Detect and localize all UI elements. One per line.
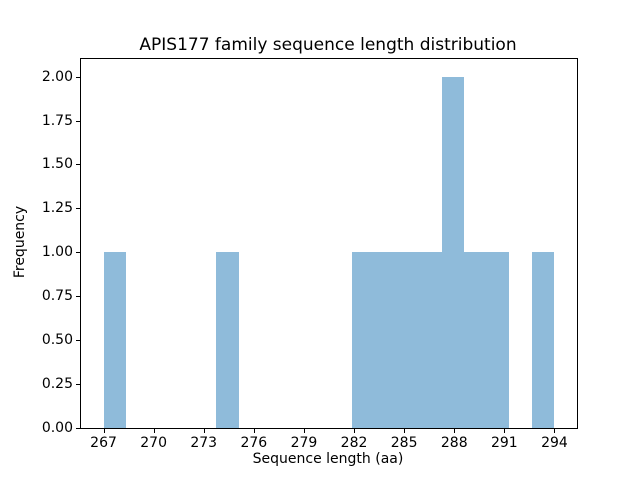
y-tick-mark (76, 76, 80, 78)
y-tick-mark (76, 164, 80, 166)
y-tick-mark (76, 428, 80, 429)
x-axis-label: Sequence length (aa) (252, 451, 404, 467)
x-tick-mark (253, 429, 255, 433)
x-tick-label: 270 (140, 435, 168, 451)
y-tick-label: 0.25 (41, 376, 73, 393)
y-tick-label: 0.75 (41, 288, 73, 305)
histogram-bar (103, 252, 127, 428)
y-tick-label: 1.75 (41, 112, 73, 129)
x-tick-mark (303, 429, 305, 433)
y-axis-label: Frequency (12, 205, 28, 279)
histogram-bar (396, 252, 420, 428)
x-tick-label: 288 (440, 435, 468, 451)
histogram-bar (531, 252, 555, 428)
y-tick-label: 0.00 (41, 420, 73, 436)
y-tick-label: 1.00 (41, 244, 73, 261)
x-tick-mark (504, 429, 506, 433)
x-tick-mark (203, 429, 205, 433)
y-tick-label: 1.25 (41, 200, 73, 217)
x-tick-mark (354, 429, 356, 433)
histogram-bar (441, 76, 465, 428)
histogram-bar (464, 252, 487, 428)
y-tick-label: 0.50 (41, 332, 73, 349)
x-tick-label: 285 (390, 435, 418, 451)
x-tick-mark (554, 429, 556, 433)
x-tick-label: 294 (541, 435, 568, 451)
y-tick-mark (76, 384, 80, 386)
y-tick-mark (76, 120, 80, 122)
y-tick-mark (76, 296, 80, 298)
histogram-bar (486, 252, 510, 428)
x-tick-mark (153, 429, 155, 433)
y-tick-label: 2.00 (41, 68, 73, 85)
histogram-bar (374, 252, 397, 428)
histogram-bar (419, 252, 442, 428)
histogram-bar (216, 252, 239, 428)
x-tick-mark (404, 429, 406, 433)
x-tick-label: 276 (240, 435, 268, 451)
y-tick-label: 1.50 (41, 156, 73, 173)
histogram-bar (351, 252, 375, 428)
x-tick-label: 267 (90, 435, 117, 451)
plot-area (80, 58, 578, 429)
y-tick-mark (76, 208, 80, 210)
y-tick-mark (76, 340, 80, 342)
x-tick-mark (103, 429, 105, 433)
x-tick-label: 282 (340, 435, 368, 451)
y-tick-mark (76, 252, 80, 254)
x-tick-label: 279 (290, 435, 318, 451)
x-tick-label: 273 (190, 435, 218, 451)
x-tick-label: 291 (490, 435, 518, 451)
x-tick-mark (454, 429, 456, 433)
chart-title: APIS177 family sequence length distribut… (139, 35, 517, 55)
